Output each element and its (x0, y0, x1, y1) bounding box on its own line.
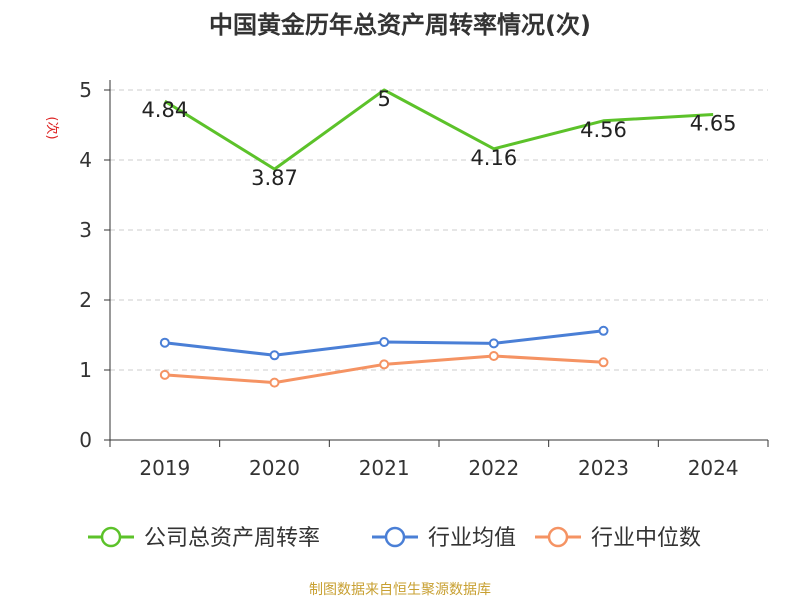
legend-label-1: 行业均值 (428, 526, 516, 551)
x-tick-label: 2019 (139, 456, 190, 480)
footer-source: 制图数据来自恒生聚源数据库 (309, 582, 491, 598)
y-axis-label: (次) (44, 116, 60, 139)
legend-label-2: 行业中位数 (591, 526, 701, 551)
legend: 公司总资产周转率 行业均值 行业中位数 (88, 526, 701, 551)
series-layer: 4.84 3.87 5 4.16 4.56 4.65 (141, 87, 737, 388)
x-tick-label: 2020 (249, 456, 300, 480)
axes: 0 1 2 3 4 5 2019 2020 2021 2022 2023 2024 (79, 78, 769, 480)
series-point-1 (598, 325, 609, 336)
grid-lines (110, 89, 768, 371)
chart-title: 中国黄金历年总资产周转率情况(次) (209, 11, 591, 39)
y-tick-label: 3 (79, 218, 92, 242)
legend-label-0: 公司总资产周转率 (144, 526, 320, 551)
series-point-1 (379, 337, 390, 347)
legend-marker-2 (547, 526, 569, 548)
series-point-2 (488, 351, 499, 361)
data-label: 4.84 (141, 98, 188, 122)
series-point-2 (598, 357, 609, 368)
y-tick-label: 0 (79, 428, 92, 452)
data-label: 4.16 (470, 146, 517, 170)
series-point-2 (269, 377, 280, 388)
series-point-2 (379, 359, 390, 370)
legend-marker-1 (384, 526, 406, 548)
series-point-1 (159, 337, 170, 348)
x-tick-label: 2024 (688, 456, 739, 480)
y-tick-label: 2 (79, 288, 92, 312)
series-point-1 (269, 350, 280, 361)
series-point-2 (159, 369, 170, 380)
x-tick-label: 2022 (468, 456, 519, 480)
series-line-0 (164, 88, 714, 171)
x-tick-label: 2023 (578, 456, 629, 480)
series-point-1 (488, 338, 499, 349)
y-tick-label: 1 (79, 358, 92, 382)
data-label: 4.65 (690, 112, 737, 136)
y-tick-label: 4 (79, 148, 92, 172)
data-label: 5 (377, 87, 390, 111)
legend-marker-0 (100, 526, 122, 548)
x-tick-label: 2021 (359, 456, 410, 480)
data-label: 4.56 (580, 118, 627, 142)
data-label: 3.87 (251, 166, 298, 190)
y-tick-label: 5 (79, 78, 92, 102)
